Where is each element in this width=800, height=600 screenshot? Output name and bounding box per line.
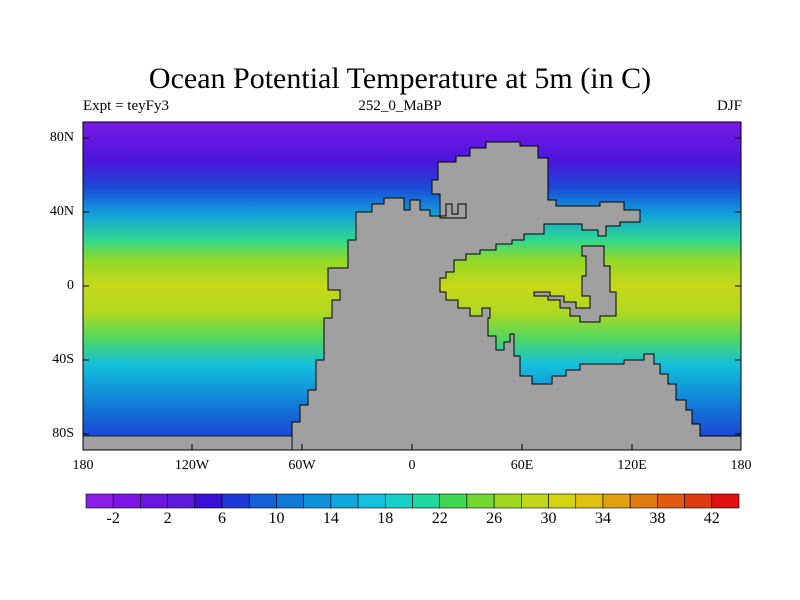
colorbar-swatch	[629, 493, 658, 509]
colorbar-swatch	[548, 493, 577, 509]
colorbar-swatch	[466, 493, 495, 509]
colorbar-swatch	[602, 493, 631, 509]
colorbar-swatch	[493, 493, 522, 509]
colorbar-swatch	[167, 493, 196, 509]
colorbar-swatch	[221, 493, 250, 509]
season-label: DJF	[716, 98, 742, 114]
colorbar	[85, 493, 740, 509]
colorbar-label: 30	[540, 510, 557, 527]
colorbar-label: 22	[431, 510, 448, 527]
time-label: 252_0_MaBP	[358, 98, 442, 114]
colorbar-label: 26	[486, 510, 503, 527]
x-tick-label: 120E	[617, 458, 647, 473]
colorbar-swatch	[248, 493, 277, 509]
colorbar-swatch	[194, 493, 223, 509]
inland-sea-peninsula	[533, 245, 617, 323]
colorbar-swatch	[384, 493, 413, 509]
x-tick-label: 60E	[510, 458, 534, 473]
colorbar-swatch	[112, 493, 141, 509]
colorbar-label: 14	[322, 510, 339, 527]
colorbar-swatch	[276, 493, 304, 509]
colorbar-swatch	[575, 493, 604, 509]
supercontinent-land	[291, 141, 742, 451]
y-tick-label: 80N	[49, 130, 74, 145]
x-tick-label: 0	[408, 458, 416, 473]
colorbar-label: 18	[377, 510, 394, 527]
colorbar-swatch	[330, 493, 359, 509]
colorbar-label: 42	[703, 510, 720, 527]
experiment-label: Expt = teyFy3	[83, 98, 169, 114]
colorbar-swatch	[439, 493, 468, 509]
colorbar-label: 6	[218, 510, 227, 527]
colorbar-swatch	[140, 493, 168, 509]
y-tick-label: 40N	[49, 204, 74, 219]
colorbar-swatch	[412, 493, 441, 509]
colorbar-swatch	[521, 493, 549, 509]
colorbar-label: -2	[106, 510, 120, 527]
y-tick-label: 80S	[52, 426, 74, 441]
colorbar-swatch	[303, 493, 332, 509]
x-tick-label: 180	[730, 458, 752, 473]
x-tick-label: 120W	[174, 458, 210, 473]
colorbar-label: 10	[268, 510, 285, 527]
x-tick-label: 60W	[288, 458, 316, 473]
x-tick-label: 180	[72, 458, 94, 473]
colorbar-swatch	[684, 493, 713, 509]
south-polar-land	[82, 435, 293, 451]
colorbar-swatch	[711, 493, 740, 509]
map-title: Ocean Potential Temperature at 5m (in C)	[148, 62, 652, 95]
y-tick-label: 40S	[52, 352, 74, 367]
colorbar-label: 2	[163, 510, 172, 527]
colorbar-swatch	[657, 493, 685, 509]
y-tick-label: 0	[67, 278, 74, 293]
colorbar-label: 38	[649, 510, 666, 527]
colorbar-label: 34	[594, 510, 611, 527]
colorbar-swatch	[357, 493, 386, 509]
colorbar-swatch	[85, 493, 114, 509]
